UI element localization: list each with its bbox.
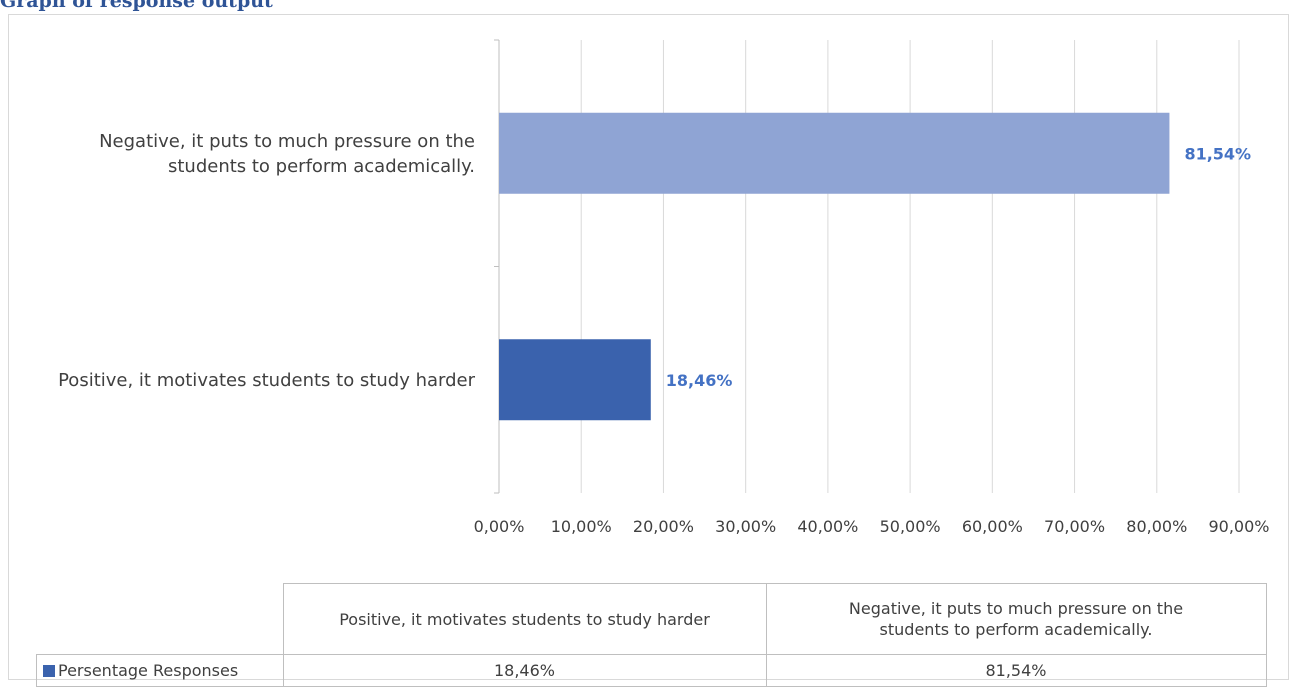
data-table-row: Persentage Responses 18,46% 81,54% — [36, 654, 1267, 687]
bar — [499, 112, 1170, 194]
data-table-col-negative-line-1: Negative, it puts to much pressure on th… — [848, 599, 1184, 618]
data-table-row-label: Persentage Responses — [58, 661, 239, 680]
data-table-col-negative-line-2: students to perform academically. — [879, 620, 1153, 639]
x-tick-label: 90,00% — [1208, 517, 1269, 536]
legend-key-swatch — [43, 665, 55, 677]
x-tick-label: 60,00% — [962, 517, 1023, 536]
bar-chart: 0,00% 10,00% 20,00% 30,00% 40,00% 50,00% 60,00… — [58, 39, 1270, 536]
data-table: Positive, it motivates students to study… — [36, 583, 1267, 687]
category-label: Negative, it puts to much pressure on th… — [99, 131, 475, 152]
x-tick-label: 50,00% — [880, 517, 941, 536]
x-tick-label: 70,00% — [1044, 517, 1105, 536]
x-tick-label: 80,00% — [1126, 517, 1187, 536]
data-table-value-negative: 81,54% — [765, 654, 1267, 687]
page-heading: Graph of response output — [0, 0, 273, 12]
category-label: Positive, it motivates students to study… — [58, 370, 476, 391]
x-tick-label: 40,00% — [797, 517, 858, 536]
data-table-corner — [36, 583, 284, 655]
data-table-col-positive: Positive, it motivates students to study… — [282, 583, 767, 655]
category-label: students to perform academically. — [168, 156, 475, 177]
data-label: 81,54% — [1184, 144, 1251, 163]
bar — [499, 339, 651, 421]
x-tick-label: 30,00% — [715, 517, 776, 536]
data-label: 18,46% — [666, 371, 733, 390]
data-table-header-row: Positive, it motivates students to study… — [36, 583, 1267, 655]
data-table-col-positive-line-1: Positive, it motivates students to study… — [339, 609, 710, 629]
x-tick-label: 10,00% — [551, 517, 612, 536]
data-table-legend-cell: Persentage Responses — [36, 654, 284, 687]
data-table-col-negative: Negative, it puts to much pressure on th… — [765, 583, 1267, 655]
data-table-value-positive: 18,46% — [282, 654, 767, 687]
x-tick-label: 20,00% — [633, 517, 694, 536]
x-tick-label: 0,00% — [474, 517, 525, 536]
